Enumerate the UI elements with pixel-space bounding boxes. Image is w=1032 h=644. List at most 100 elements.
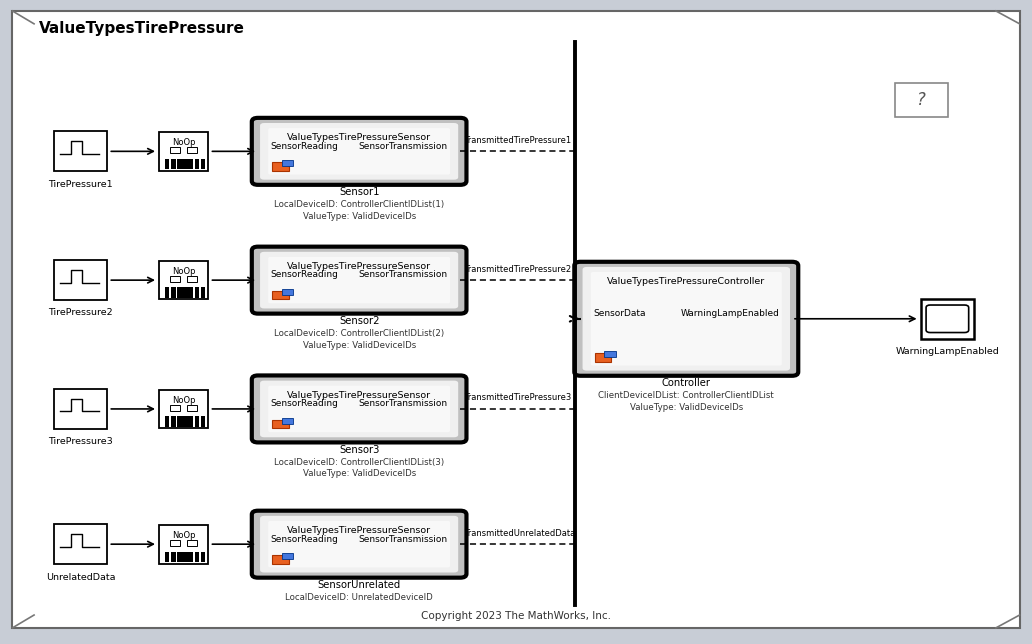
Text: UnrelatedData: UnrelatedData [45, 573, 116, 582]
Text: SensorTransmission: SensorTransmission [359, 142, 448, 151]
Bar [184, 158, 188, 169]
Bar [187, 404, 197, 411]
Text: WarningLampEnabled: WarningLampEnabled [896, 347, 999, 356]
Bar [195, 416, 199, 427]
Text: ClientDeviceIDList: ControllerClientIDList: ClientDeviceIDList: ControllerClientIDLi… [599, 392, 774, 400]
Text: TirePressure2: TirePressure2 [49, 308, 112, 317]
Text: ValueTypesTirePressureSensor: ValueTypesTirePressureSensor [287, 526, 431, 535]
Bar [171, 416, 175, 427]
Bar [201, 416, 205, 427]
Bar [165, 158, 169, 169]
Bar [184, 416, 188, 427]
Text: ValueTypesTirePressureSensor: ValueTypesTirePressureSensor [287, 133, 431, 142]
Text: Controller: Controller [662, 379, 711, 388]
Text: ValueTypesTirePressureSensor: ValueTypesTirePressureSensor [287, 262, 431, 271]
Bar [170, 540, 180, 546]
Bar [159, 261, 208, 299]
Bar [171, 158, 175, 169]
Text: Sensor3: Sensor3 [338, 445, 380, 455]
Bar [272, 555, 289, 564]
Bar [189, 287, 193, 298]
Bar [54, 389, 107, 429]
Bar [54, 131, 107, 171]
Bar [201, 287, 205, 298]
Text: TirePressure1: TirePressure1 [49, 180, 112, 189]
FancyBboxPatch shape [12, 11, 1020, 628]
Bar [178, 416, 182, 427]
Text: NoOp: NoOp [172, 267, 195, 276]
Bar [178, 287, 182, 298]
Bar [178, 158, 182, 169]
Text: ValueType: ValidDeviceIDs: ValueType: ValidDeviceIDs [630, 403, 743, 412]
Bar [189, 158, 193, 169]
Text: ValueType: ValidDeviceIDs: ValueType: ValidDeviceIDs [302, 469, 416, 478]
Text: Sensor1: Sensor1 [338, 187, 380, 198]
FancyBboxPatch shape [590, 272, 782, 366]
FancyBboxPatch shape [252, 375, 466, 442]
Bar [201, 551, 205, 562]
Bar [183, 551, 187, 562]
Bar [187, 147, 197, 153]
Bar [159, 525, 208, 564]
Bar [272, 291, 289, 299]
Text: SensorReading: SensorReading [270, 142, 338, 151]
Text: SensorReading: SensorReading [270, 270, 338, 279]
Text: SensorUnrelated: SensorUnrelated [318, 580, 400, 591]
Text: Sensor2: Sensor2 [338, 316, 380, 327]
Text: SensorTransmission: SensorTransmission [359, 399, 448, 408]
FancyBboxPatch shape [252, 247, 466, 314]
Text: LocalDeviceID: UnrelatedDeviceID: LocalDeviceID: UnrelatedDeviceID [285, 593, 433, 602]
Bar [184, 551, 188, 562]
Bar [921, 299, 974, 339]
FancyBboxPatch shape [926, 305, 969, 332]
Bar [178, 551, 182, 562]
FancyBboxPatch shape [260, 381, 458, 437]
Bar [183, 287, 187, 298]
Text: TirePressure3: TirePressure3 [49, 437, 112, 446]
Bar [54, 260, 107, 300]
Bar [171, 551, 175, 562]
Text: TransmittedUnrelatedData: TransmittedUnrelatedData [464, 529, 576, 538]
Text: SensorReading: SensorReading [270, 399, 338, 408]
Bar [54, 524, 107, 564]
Bar [189, 551, 193, 562]
Bar [159, 390, 208, 428]
Bar [195, 158, 199, 169]
Text: NoOp: NoOp [172, 531, 195, 540]
Bar [189, 416, 193, 427]
FancyBboxPatch shape [260, 516, 458, 573]
Bar [605, 352, 615, 357]
Bar [165, 551, 169, 562]
Bar [282, 289, 293, 295]
Text: SensorReading: SensorReading [270, 535, 338, 544]
Text: ValueTypesTirePressure: ValueTypesTirePressure [39, 21, 245, 35]
Text: ?: ? [917, 91, 926, 109]
FancyBboxPatch shape [582, 267, 791, 371]
Bar [159, 132, 208, 171]
Bar [594, 353, 611, 362]
Bar [282, 418, 293, 424]
Bar [183, 158, 187, 169]
Bar [272, 420, 289, 428]
Text: LocalDeviceID: ControllerClientIDList(2): LocalDeviceID: ControllerClientIDList(2) [275, 329, 444, 338]
Bar [282, 160, 293, 166]
Bar [165, 287, 169, 298]
Text: WarningLampEnabled: WarningLampEnabled [681, 309, 780, 318]
Bar [201, 158, 205, 169]
Text: TransmittedTirePressure2: TransmittedTirePressure2 [464, 265, 572, 274]
Text: ValueType: ValidDeviceIDs: ValueType: ValidDeviceIDs [302, 212, 416, 221]
Text: SensorTransmission: SensorTransmission [359, 270, 448, 279]
Text: ValueType: ValidDeviceIDs: ValueType: ValidDeviceIDs [302, 341, 416, 350]
Bar [170, 147, 180, 153]
Bar [183, 416, 187, 427]
Bar [171, 287, 175, 298]
Bar [272, 162, 289, 171]
Text: SensorData: SensorData [592, 309, 645, 318]
FancyBboxPatch shape [252, 118, 466, 185]
Bar [165, 416, 169, 427]
Text: Copyright 2023 The MathWorks, Inc.: Copyright 2023 The MathWorks, Inc. [421, 611, 611, 621]
Text: ValueTypesTirePressureSensor: ValueTypesTirePressureSensor [287, 391, 431, 400]
Text: TransmittedTirePressure1: TransmittedTirePressure1 [464, 136, 572, 145]
Text: NoOp: NoOp [172, 138, 195, 147]
Text: TransmittedTirePressure3: TransmittedTirePressure3 [464, 393, 572, 402]
